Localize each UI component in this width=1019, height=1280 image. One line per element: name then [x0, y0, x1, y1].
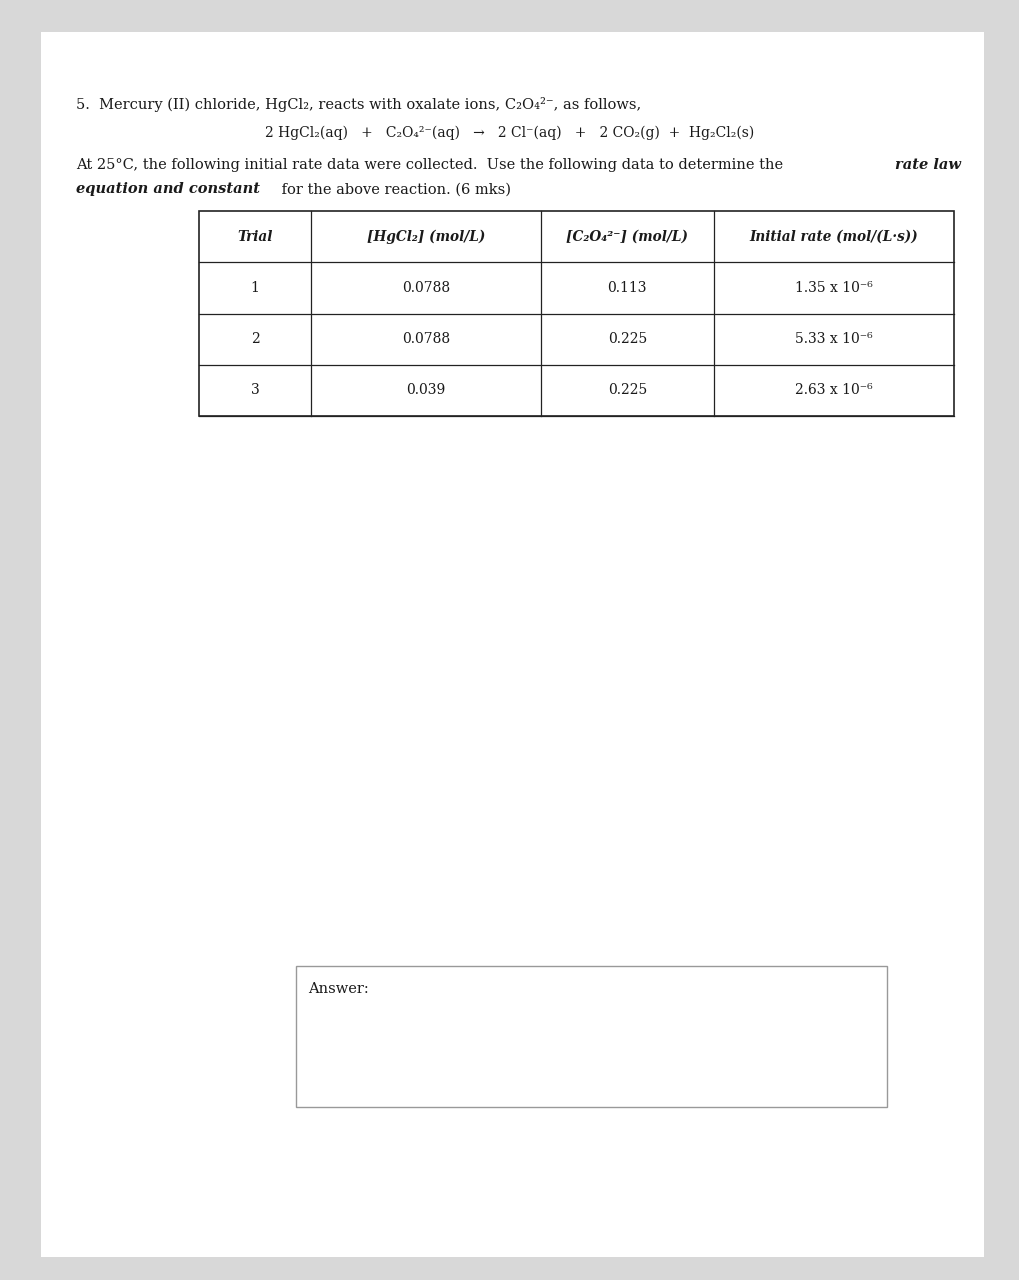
Text: [C₂O₄²⁻] (mol/L): [C₂O₄²⁻] (mol/L) — [566, 230, 688, 243]
Text: 5.33 x 10⁻⁶: 5.33 x 10⁻⁶ — [794, 333, 872, 346]
Text: 1.35 x 10⁻⁶: 1.35 x 10⁻⁶ — [794, 282, 872, 294]
Text: [HgCl₂] (mol/L): [HgCl₂] (mol/L) — [366, 229, 485, 244]
Text: for the above reaction. (6 mks): for the above reaction. (6 mks) — [277, 182, 511, 196]
Text: 0.225: 0.225 — [607, 384, 646, 397]
Text: 0.113: 0.113 — [607, 282, 646, 294]
Text: 3: 3 — [251, 384, 259, 397]
Text: 0.225: 0.225 — [607, 333, 646, 346]
Text: 0.0788: 0.0788 — [401, 282, 449, 294]
Text: At 25°C, the following initial rate data were collected.  Use the following data: At 25°C, the following initial rate data… — [76, 157, 788, 172]
Text: 2 HgCl₂(aq)   +   C₂O₄²⁻(aq)   →   2 Cl⁻(aq)   +   2 CO₂(g)  +  Hg₂Cl₂(s): 2 HgCl₂(aq) + C₂O₄²⁻(aq) → 2 Cl⁻(aq) + 2… — [265, 125, 754, 140]
Text: rate law: rate law — [894, 157, 960, 172]
Bar — [296, 966, 887, 1107]
Text: equation and constant: equation and constant — [76, 182, 260, 196]
Text: Initial rate (mol/(L·s)): Initial rate (mol/(L·s)) — [749, 230, 917, 243]
Text: 5.  Mercury (II) chloride, HgCl₂, reacts with oxalate ions, C₂O₄²⁻, as follows,: 5. Mercury (II) chloride, HgCl₂, reacts … — [76, 97, 641, 111]
Text: 0.039: 0.039 — [406, 384, 445, 397]
Text: Answer:: Answer: — [308, 982, 369, 996]
Text: 2: 2 — [251, 333, 259, 346]
Text: 1: 1 — [251, 282, 259, 294]
Text: 0.0788: 0.0788 — [401, 333, 449, 346]
Text: 2.63 x 10⁻⁶: 2.63 x 10⁻⁶ — [794, 384, 872, 397]
Text: Trial: Trial — [237, 230, 272, 243]
Bar — [199, 211, 953, 416]
